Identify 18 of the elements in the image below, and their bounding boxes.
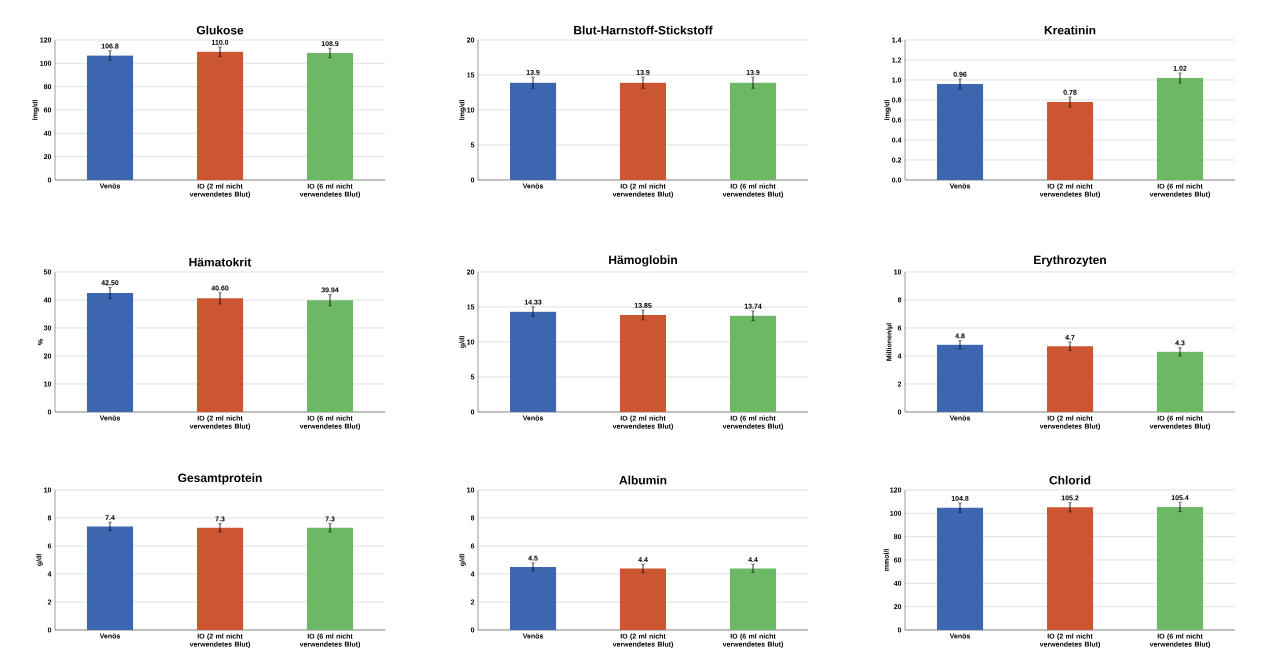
bar <box>306 300 354 412</box>
chart-title: Hämatokrit <box>189 257 252 267</box>
chart-title: Gesamtprotein <box>178 473 262 485</box>
bar <box>1156 351 1204 412</box>
chart-title: Chlorid <box>1049 475 1091 485</box>
chart-title: Kreatinin <box>1044 25 1096 35</box>
bar <box>936 84 984 180</box>
bar <box>1156 78 1204 180</box>
chart-title: Erythrozyten <box>1034 255 1106 267</box>
bar <box>1046 102 1094 180</box>
bar <box>86 293 134 412</box>
bar <box>936 344 984 412</box>
chart-title: Albumin <box>619 475 667 485</box>
bar <box>196 298 244 412</box>
chart-title: Hämoglobin <box>609 255 677 267</box>
bar <box>1046 346 1094 412</box>
chart-title: Blut-Harnstoff-Stickstoff <box>574 25 713 35</box>
chart-title: Glukose <box>196 25 244 35</box>
